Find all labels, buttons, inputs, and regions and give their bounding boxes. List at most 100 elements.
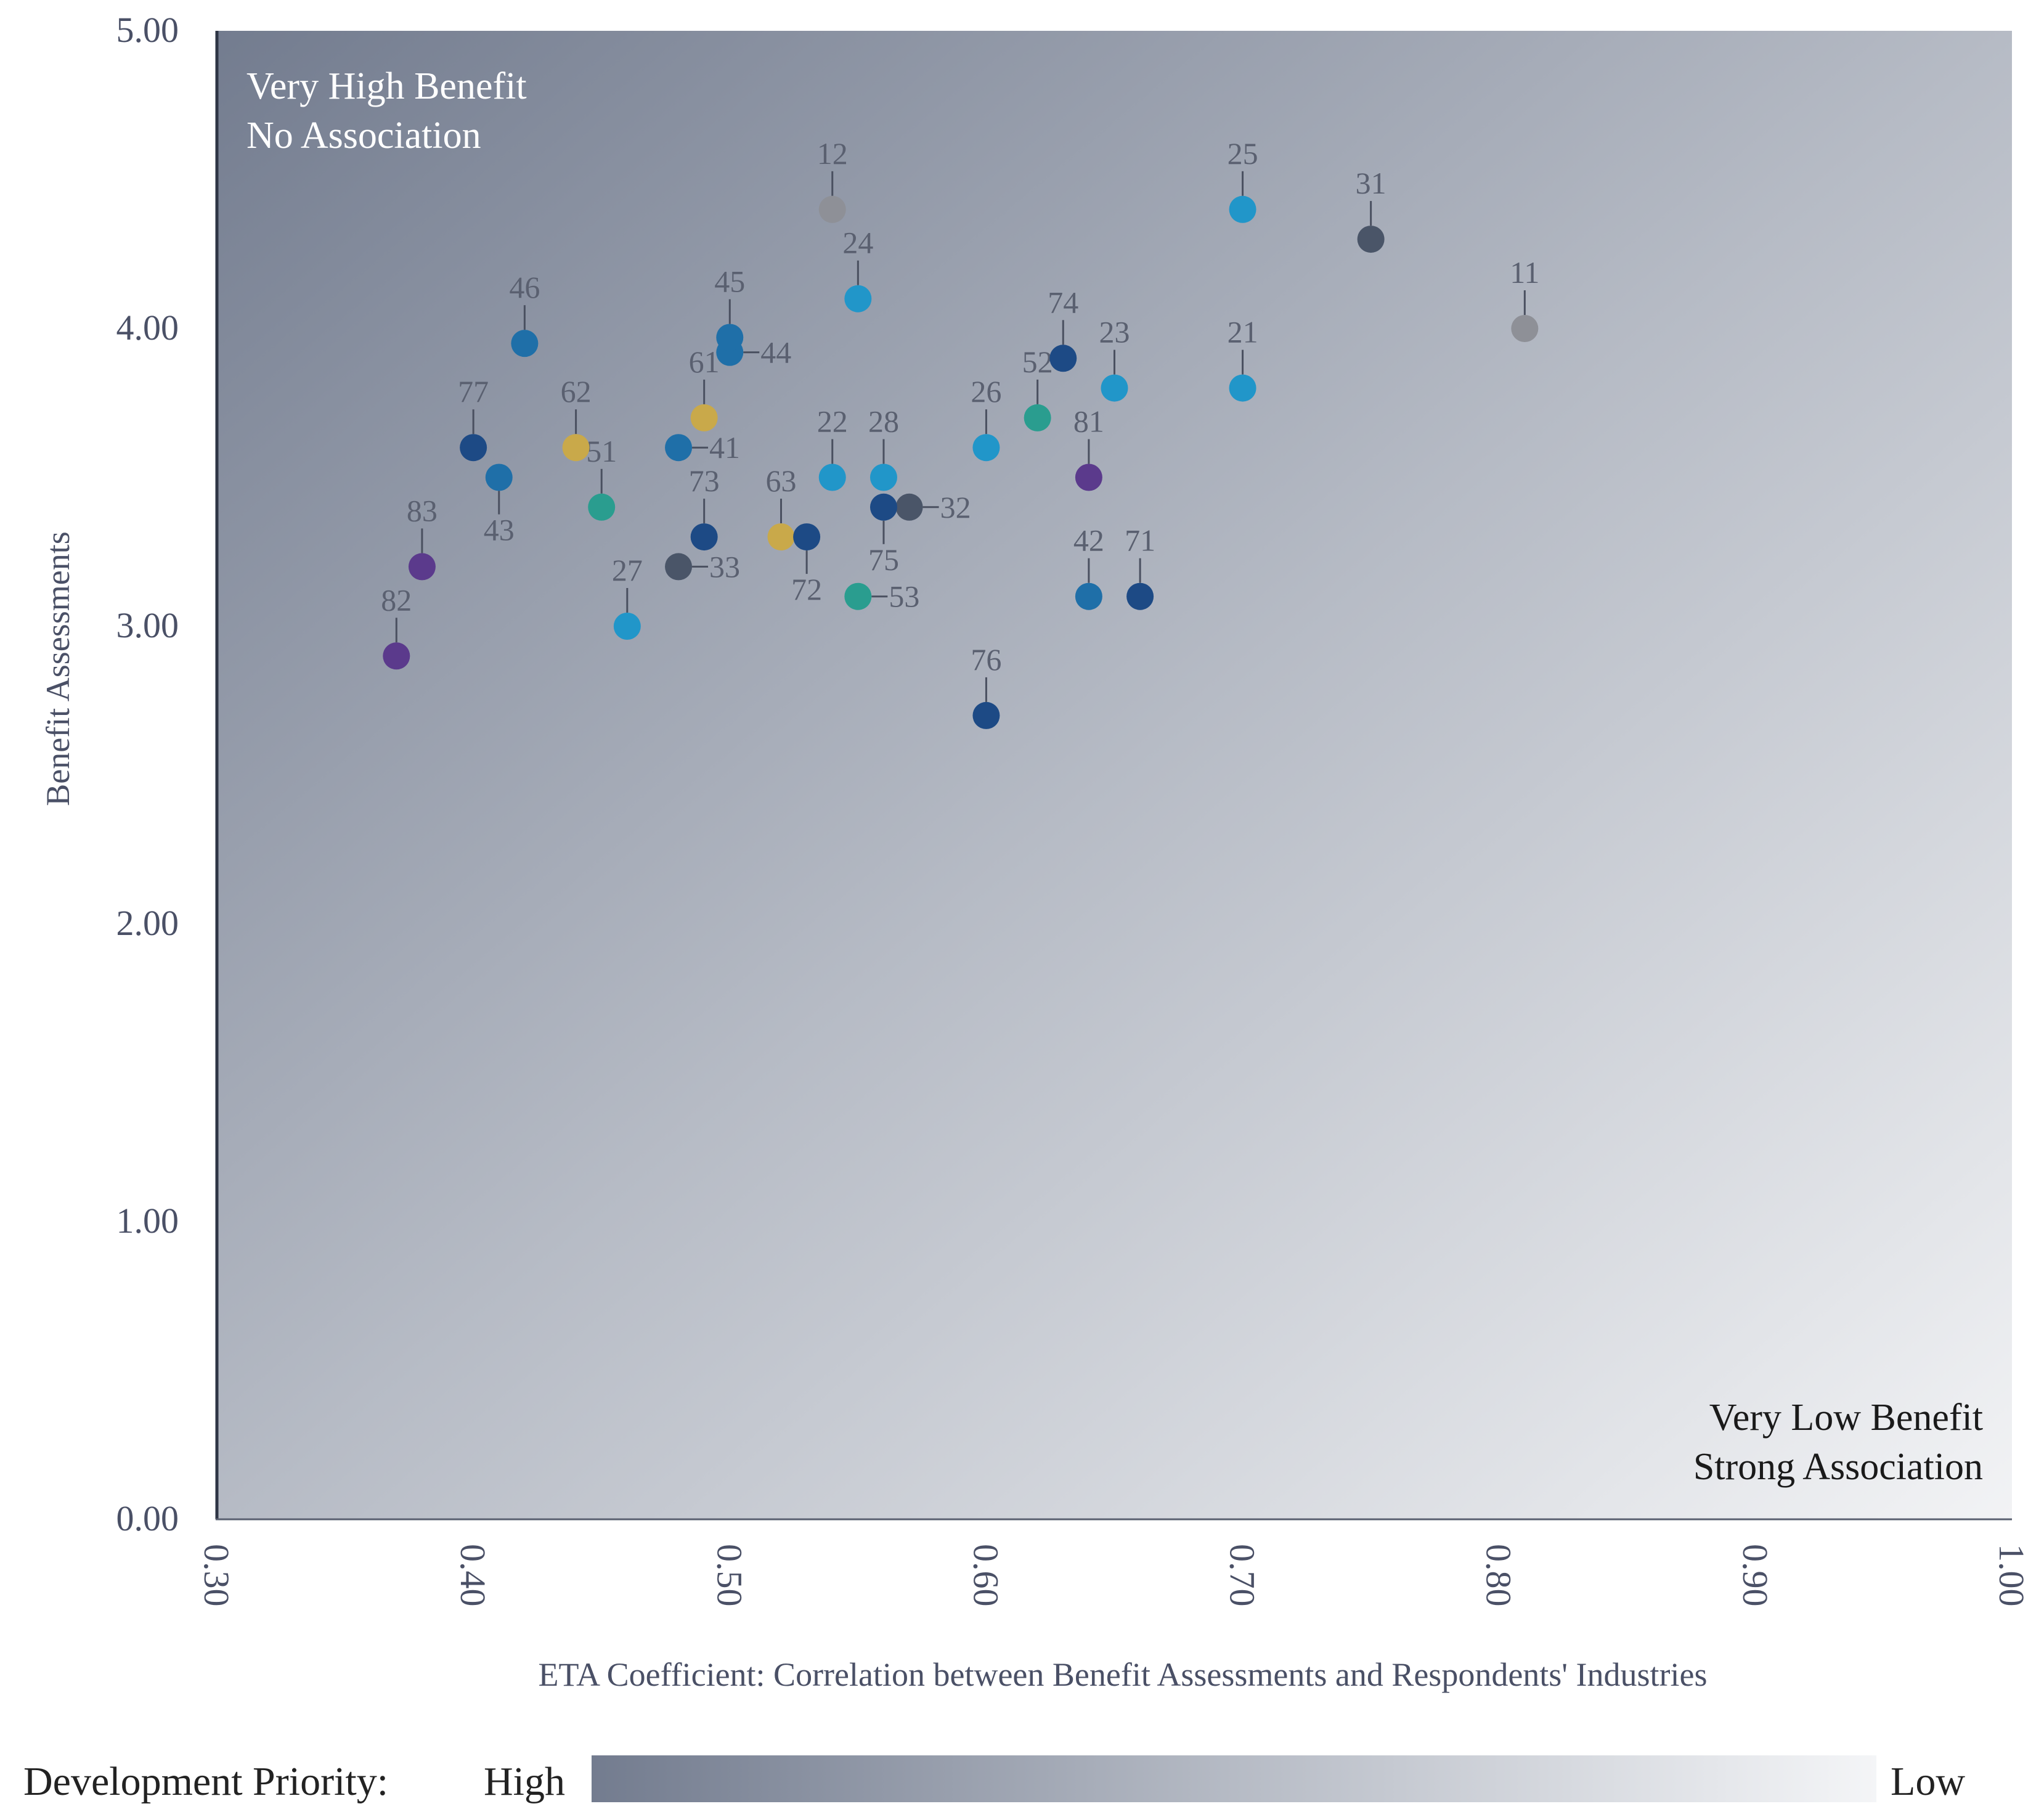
data-point-82: 82 [381,582,412,670]
point-marker [588,493,616,521]
data-point-62: 62 [561,374,592,462]
plot-background [216,31,2012,1519]
corner-label-top-left-line2: No Association [246,115,481,157]
data-point-83: 83 [407,493,438,581]
y-tick-label: 5.00 [116,10,179,50]
data-point-31: 31 [1356,166,1386,253]
x-tick-label: 0.80 [1479,1544,1519,1607]
point-marker [1126,582,1154,610]
x-tick-label: 0.70 [1223,1544,1263,1607]
point-label: 12 [817,136,848,171]
point-label: 61 [689,345,720,379]
data-point-74: 74 [1048,285,1078,372]
point-label: 43 [484,513,515,547]
data-point-81: 81 [1073,404,1104,491]
y-tick-label: 3.00 [116,605,179,645]
point-label: 83 [407,493,438,528]
data-point-73: 73 [689,463,720,551]
data-points: 11 12 21 22 23 24 25 26 27 28 31 32 33 41 42 43 44 45 46 51… [381,136,1539,729]
data-point-12: 12 [817,136,848,223]
point-marker [844,285,872,312]
point-marker [716,324,744,351]
point-label: 77 [458,374,489,409]
data-point-63: 63 [766,463,797,551]
point-label: 24 [842,226,873,260]
point-marker [869,463,897,491]
data-point-61: 61 [689,345,720,431]
point-marker [818,463,846,491]
point-marker [665,434,693,462]
data-point-53: 53 [844,579,919,614]
point-marker [767,523,795,551]
x-tick-label: 0.30 [197,1544,237,1607]
point-label: 73 [689,463,720,498]
point-label: 45 [714,264,745,298]
y-tick-labels: 0.00 1.00 2.00 3.00 4.00 5.00 [116,10,179,1538]
point-marker [1075,463,1102,491]
data-point-72: 72 [791,523,822,606]
corner-label-bottom-right-line1: Very Low Benefit [1709,1397,1983,1439]
point-marker [1101,374,1128,402]
y-tick-label: 4.00 [116,308,179,348]
x-tick-labels: 0.30 0.40 0.50 0.60 0.70 0.80 0.90 1.00 [197,1544,2032,1607]
point-marker [793,523,821,551]
point-label: 51 [586,434,617,468]
point-label: 21 [1228,315,1258,349]
point-marker [1024,404,1051,431]
data-point-25: 25 [1228,136,1258,223]
point-label: 23 [1099,315,1130,349]
point-label: 71 [1125,523,1155,558]
point-label: 28 [868,404,899,439]
y-axis-title: Benefit Assessments [39,531,76,806]
data-point-41: 41 [665,430,740,465]
point-label: 52 [1022,345,1053,379]
point-label: 32 [940,490,971,525]
y-tick-label: 2.00 [116,903,179,943]
point-label: 46 [509,270,540,304]
data-point-26: 26 [971,374,1001,462]
point-label: 75 [868,542,899,577]
point-marker [1229,195,1256,223]
point-label: 81 [1073,404,1104,439]
data-point-28: 28 [868,404,899,491]
corner-label-bottom-right-line2: Strong Association [1693,1446,1983,1488]
x-tick-label: 1.00 [1992,1544,2032,1607]
point-label: 76 [971,642,1001,677]
point-marker [613,613,641,640]
point-marker [485,463,513,491]
data-point-52: 52 [1022,345,1053,431]
point-marker [1511,315,1539,342]
y-tick-label: 0.00 [116,1498,179,1538]
point-marker [1229,374,1256,402]
data-point-32: 32 [895,490,971,525]
point-marker [1049,345,1077,372]
point-marker [511,330,539,357]
data-point-43: 43 [484,463,515,547]
point-label: 33 [709,549,740,584]
point-marker [972,701,1000,729]
point-marker [408,553,436,581]
data-point-71: 71 [1125,523,1155,610]
point-marker [460,434,487,462]
legend-high-label: High [484,1759,565,1804]
x-tick-label: 0.40 [453,1544,493,1607]
data-point-22: 22 [817,404,848,491]
x-tick-label: 0.60 [966,1544,1006,1607]
point-label: 42 [1073,523,1104,558]
point-marker [844,582,872,610]
data-point-23: 23 [1099,315,1130,402]
legend-title: Development Priority: [23,1759,388,1804]
data-point-33: 33 [665,549,740,584]
point-label: 63 [766,463,797,498]
point-marker [562,434,590,462]
data-point-77: 77 [458,374,489,462]
point-label: 44 [760,335,791,370]
legend-low-label: Low [1891,1759,1965,1804]
data-point-51: 51 [586,434,617,521]
point-label: 82 [381,582,412,617]
data-point-11: 11 [1510,255,1539,342]
data-point-42: 42 [1073,523,1104,610]
x-tick-label: 0.50 [709,1544,749,1607]
point-label: 22 [817,404,848,439]
